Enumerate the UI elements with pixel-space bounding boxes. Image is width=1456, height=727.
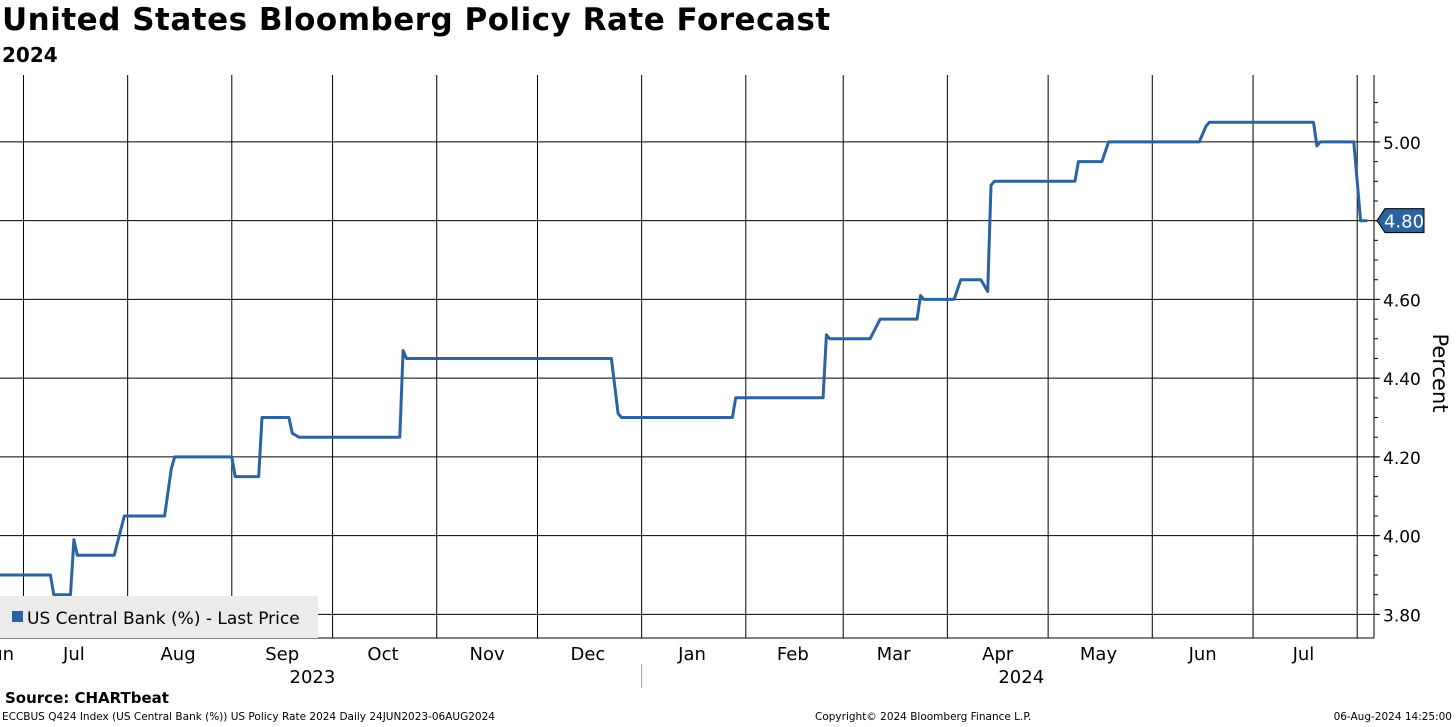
y-tick-label: 4.00 [1383,528,1421,548]
source-text: Source: CHARTbeat [5,689,169,707]
x-year-label: 2024 [998,667,1044,688]
x-month-label: Sep [265,644,299,665]
x-month-label: Aug [160,644,195,665]
legend-box [0,596,318,638]
x-month-label: Feb [777,644,809,665]
footer-copyright: Copyright© 2024 Bloomberg Finance L.P. [815,711,1032,723]
y-tick-label: 3.80 [1383,606,1421,626]
x-month-label: May [1080,644,1118,665]
x-month-label: Jul [1292,644,1315,665]
footer-index-description: ECCBUS Q424 Index (US Central Bank (%)) … [2,711,495,723]
x-month-label: Nov [470,644,505,665]
last-price-tag [1376,208,1425,234]
x-month-label: Apr [982,644,1014,665]
x-month-label: Jun [1188,644,1217,665]
legend-swatch [12,611,23,622]
last-price-label: 4.80 [1384,212,1424,233]
x-month-label: Mar [877,644,912,665]
x-month-label: Dec [570,644,605,665]
x-month-label: Jun [0,644,14,665]
x-year-label: 2023 [290,667,336,688]
y-tick-label: 4.20 [1383,449,1421,469]
series-line-us-central-bank [0,120,1368,597]
x-month-label: Jul [62,644,85,665]
footer-timestamp: 06-Aug-2024 14:25:00 [1333,711,1452,723]
chart-title: United States Bloomberg Policy Rate Fore… [2,2,831,38]
x-month-label: Oct [367,644,398,665]
y-tick-label: 4.40 [1383,370,1421,390]
y-tick-label: 5.00 [1383,134,1421,154]
chart-subtitle: 2024 [2,43,58,67]
legend-entry: US Central Bank (%) - Last Price [27,609,300,629]
y-axis-title: Percent [1428,333,1452,412]
x-month-label: Jan [677,644,706,665]
y-tick-label: 4.60 [1383,291,1421,311]
